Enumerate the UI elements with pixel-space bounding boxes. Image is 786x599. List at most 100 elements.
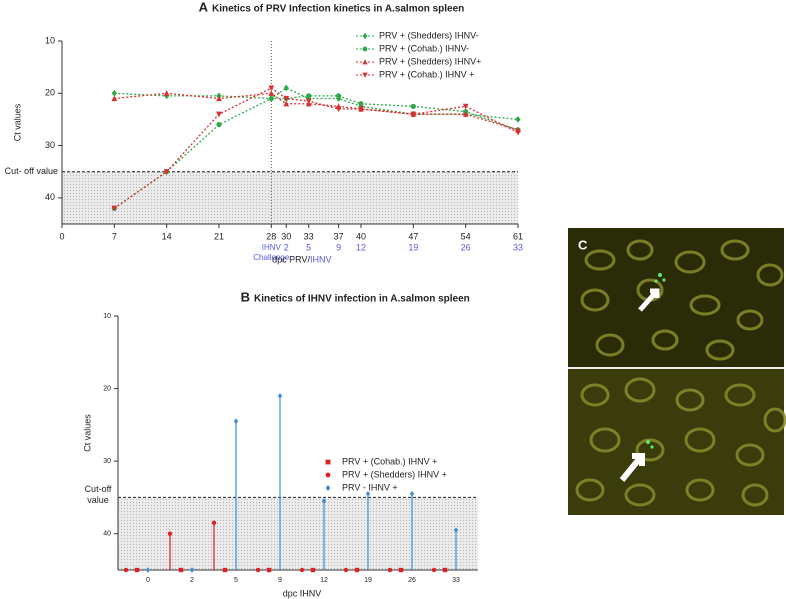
- y-tick-label: 40: [45, 192, 55, 202]
- chart-title: Kinetics of IHNV infection in A.salmon s…: [254, 294, 470, 305]
- marker: [515, 129, 521, 136]
- x-tick-label: 0: [146, 577, 150, 584]
- marker: [453, 527, 459, 533]
- legend-label: PRV + (Shedders) IHNV +: [342, 469, 447, 479]
- x-tick-label: 54: [461, 231, 471, 241]
- marker: [283, 100, 290, 107]
- marker: [167, 531, 173, 536]
- marker: [358, 106, 364, 113]
- marker: [266, 567, 272, 573]
- y-tick-label: 40: [103, 531, 111, 538]
- x-tick-label: 30: [281, 231, 291, 241]
- chart-title: Kinetics of PRV Infection kinetics in A.…: [212, 4, 464, 15]
- marker: [178, 567, 184, 573]
- marker: [233, 418, 239, 425]
- panel-label: A: [199, 0, 209, 14]
- marker: [216, 95, 222, 102]
- x-tick-label: 26: [408, 577, 416, 584]
- legend-label: PRV - IHNV +: [342, 482, 398, 492]
- marker: [462, 111, 469, 117]
- legend-label: PRV + (Cohab.) IHNV +: [342, 456, 437, 466]
- x2-tick-label: 2: [284, 242, 289, 252]
- marker: [365, 490, 371, 497]
- x2-tick-label: 12: [356, 242, 366, 252]
- x-axis-title: dpc IHNV: [283, 588, 322, 598]
- x-axis-title: dpc PRV/: [272, 254, 310, 264]
- x-tick-label: 14: [162, 231, 172, 241]
- y-tick-label: 30: [103, 458, 111, 465]
- legend-marker: [325, 472, 331, 478]
- micrograph-panel: C: [568, 228, 786, 515]
- marker: [216, 111, 222, 118]
- marker: [335, 93, 342, 99]
- y-tick-label: 10: [45, 35, 55, 45]
- marker: [306, 93, 312, 99]
- legend-marker: [362, 72, 368, 78]
- x-tick-label: 5: [234, 577, 238, 584]
- marker: [305, 98, 312, 105]
- marker: [145, 567, 151, 573]
- marker: [410, 103, 416, 109]
- legend-label: PRV + (Shedders) IHNV-: [379, 30, 479, 40]
- x-tick-label: 47: [408, 231, 418, 241]
- marker: [343, 567, 349, 573]
- marker: [268, 95, 274, 102]
- marker: [462, 103, 469, 110]
- marker: [283, 84, 289, 92]
- marker: [283, 95, 290, 102]
- legend-marker: [325, 484, 331, 492]
- marker: [410, 111, 417, 118]
- cutoff-label: Cut-off: [85, 484, 112, 494]
- below-cutoff-area: [62, 171, 518, 224]
- marker: [358, 101, 364, 107]
- marker: [335, 106, 342, 113]
- marker: [409, 490, 415, 497]
- marker: [268, 85, 275, 92]
- marker: [216, 122, 222, 128]
- y-tick-label: 20: [45, 88, 55, 98]
- legend-marker: [325, 459, 331, 465]
- challenge-label: Challenge: [253, 253, 290, 262]
- y-tick-label: 10: [103, 313, 111, 320]
- marker: [111, 89, 117, 97]
- marker: [299, 567, 305, 573]
- x-axis-title-extra: IHNV: [310, 254, 332, 264]
- legend-label: PRV + (Cohab.) IHNV-: [379, 43, 469, 53]
- marker: [321, 498, 327, 504]
- panel-label: C: [578, 237, 588, 252]
- x-tick-label: 33: [304, 231, 314, 241]
- marker: [398, 567, 404, 573]
- x-tick-label: 19: [364, 577, 372, 584]
- marker: [163, 90, 170, 96]
- marker: [442, 567, 448, 573]
- marker: [222, 567, 228, 573]
- marker: [123, 567, 129, 573]
- y-axis-title: Ct values: [82, 414, 92, 452]
- marker: [111, 95, 118, 102]
- x2-tick-label: 19: [408, 242, 418, 252]
- x-tick-label: 7: [112, 231, 117, 241]
- marker: [255, 567, 261, 573]
- marker: [277, 392, 283, 399]
- x2-tick-label: 26: [461, 242, 471, 252]
- legend-marker: [362, 32, 368, 40]
- marker: [515, 116, 521, 123]
- series-line: [114, 92, 519, 131]
- marker: [354, 567, 360, 573]
- cutoff-label: value: [87, 495, 109, 505]
- marker: [387, 567, 393, 573]
- cutoff-label: Cut- off value: [5, 166, 58, 176]
- x-tick-label: 33: [452, 577, 460, 584]
- marker: [134, 567, 140, 573]
- x-tick-label: 21: [214, 231, 224, 241]
- marker: [268, 90, 275, 96]
- x-tick-label: 37: [334, 231, 344, 241]
- marker: [189, 567, 195, 573]
- x-tick-label: 61: [513, 231, 523, 241]
- x-tick-label: 12: [320, 577, 328, 584]
- series-line: [113, 95, 519, 209]
- panel-label: B: [241, 289, 250, 304]
- x2-tick-label: 5: [306, 242, 311, 252]
- legend-marker: [362, 46, 368, 52]
